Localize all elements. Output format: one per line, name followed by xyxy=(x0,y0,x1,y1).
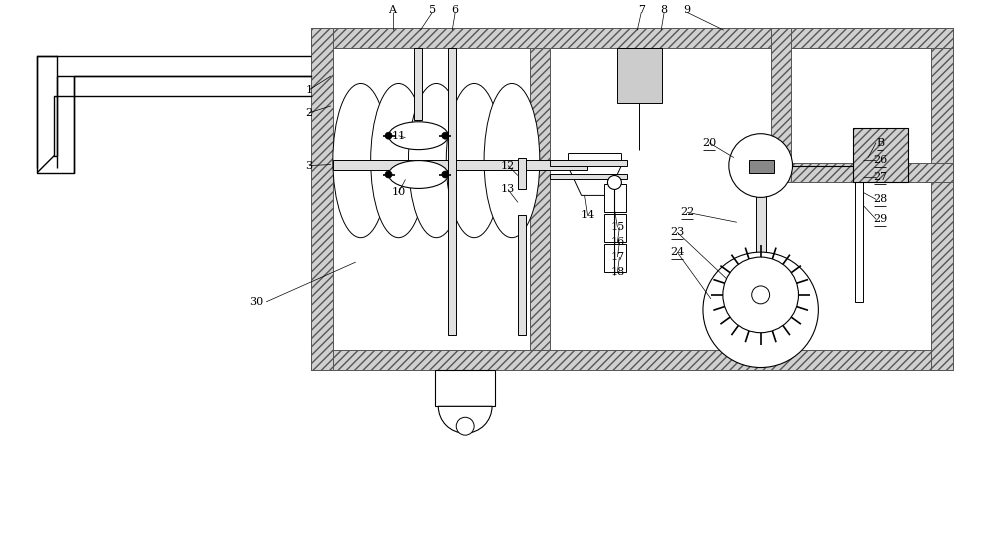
Bar xyxy=(604,214,626,242)
Text: 22: 22 xyxy=(680,207,694,217)
Circle shape xyxy=(607,176,621,189)
Text: 29: 29 xyxy=(873,214,887,224)
Bar xyxy=(771,162,953,183)
Text: 15: 15 xyxy=(610,222,625,232)
Text: 7: 7 xyxy=(638,5,645,15)
Circle shape xyxy=(442,171,449,178)
Ellipse shape xyxy=(484,84,540,238)
Circle shape xyxy=(729,133,793,197)
Wedge shape xyxy=(438,406,492,433)
Circle shape xyxy=(723,257,798,333)
Ellipse shape xyxy=(389,161,448,188)
Text: B: B xyxy=(876,138,884,148)
Bar xyxy=(550,160,627,166)
Bar xyxy=(550,173,627,179)
Circle shape xyxy=(752,286,770,304)
Text: 18: 18 xyxy=(610,267,625,277)
Text: 2: 2 xyxy=(305,108,313,118)
Bar xyxy=(931,28,953,370)
Bar xyxy=(604,184,626,212)
Circle shape xyxy=(385,171,392,178)
Text: 10: 10 xyxy=(391,188,406,197)
Bar xyxy=(414,48,422,120)
Circle shape xyxy=(703,252,818,368)
Text: 24: 24 xyxy=(670,247,684,257)
Circle shape xyxy=(385,132,392,139)
Bar xyxy=(311,28,333,370)
Text: 30: 30 xyxy=(249,297,263,307)
Ellipse shape xyxy=(371,84,426,238)
Text: 14: 14 xyxy=(580,210,595,220)
Text: 12: 12 xyxy=(501,161,515,171)
Text: 23: 23 xyxy=(670,227,684,237)
Polygon shape xyxy=(568,166,621,195)
Bar xyxy=(333,160,587,170)
Text: 1: 1 xyxy=(305,85,313,95)
Text: 9: 9 xyxy=(683,5,691,15)
Bar xyxy=(518,158,526,189)
Bar xyxy=(617,48,662,103)
Bar xyxy=(530,48,550,350)
Circle shape xyxy=(442,132,449,139)
Circle shape xyxy=(456,417,474,435)
Ellipse shape xyxy=(333,84,389,238)
Text: 8: 8 xyxy=(661,5,668,15)
Bar xyxy=(771,28,953,48)
Text: 6: 6 xyxy=(452,5,459,15)
Bar xyxy=(855,183,863,302)
Text: 5: 5 xyxy=(429,5,436,15)
Text: 3: 3 xyxy=(305,161,313,171)
Bar xyxy=(749,160,774,172)
Bar xyxy=(448,48,456,335)
Bar xyxy=(435,370,495,406)
Bar xyxy=(518,216,526,335)
Bar xyxy=(756,166,766,275)
Text: 11: 11 xyxy=(391,131,406,141)
Text: A: A xyxy=(389,5,397,15)
Text: 13: 13 xyxy=(501,184,515,194)
Ellipse shape xyxy=(408,84,464,238)
Ellipse shape xyxy=(446,84,502,238)
Text: 17: 17 xyxy=(610,252,624,262)
Text: 28: 28 xyxy=(873,194,887,205)
Bar xyxy=(853,128,908,183)
Bar xyxy=(311,28,953,48)
Bar xyxy=(311,350,953,370)
Text: 26: 26 xyxy=(873,155,887,165)
Text: 16: 16 xyxy=(610,237,625,247)
Bar xyxy=(771,28,791,183)
Bar xyxy=(604,244,626,272)
Bar xyxy=(853,128,908,183)
Text: 20: 20 xyxy=(702,138,716,148)
Text: 27: 27 xyxy=(873,172,887,183)
Ellipse shape xyxy=(389,122,448,150)
